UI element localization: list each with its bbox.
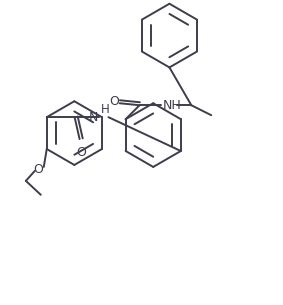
Text: H: H [100, 103, 109, 116]
Text: O: O [109, 95, 119, 108]
Text: O: O [33, 163, 43, 176]
Text: N: N [89, 111, 98, 124]
Text: O: O [77, 146, 87, 159]
Text: NH: NH [162, 99, 181, 112]
